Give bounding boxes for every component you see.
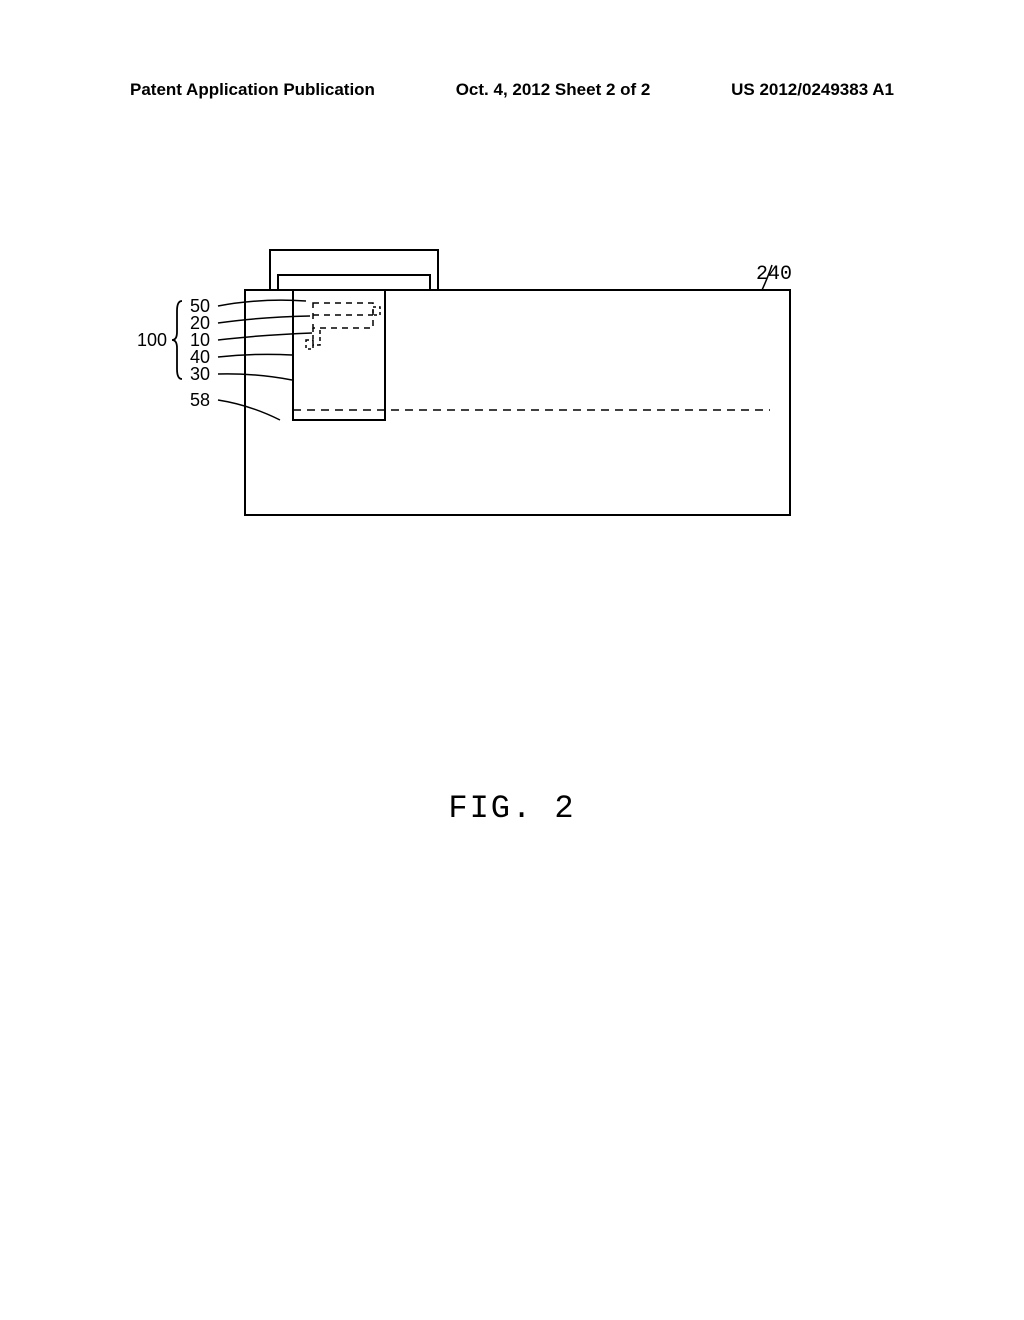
header-left: Patent Application Publication: [130, 80, 375, 100]
patent-figure: [130, 245, 895, 545]
header-center: Oct. 4, 2012 Sheet 2 of 2: [456, 80, 651, 100]
page-header: Patent Application Publication Oct. 4, 2…: [0, 80, 1024, 100]
figure-label: FIG. 2: [0, 790, 1024, 827]
header-right: US 2012/0249383 A1: [731, 80, 894, 100]
